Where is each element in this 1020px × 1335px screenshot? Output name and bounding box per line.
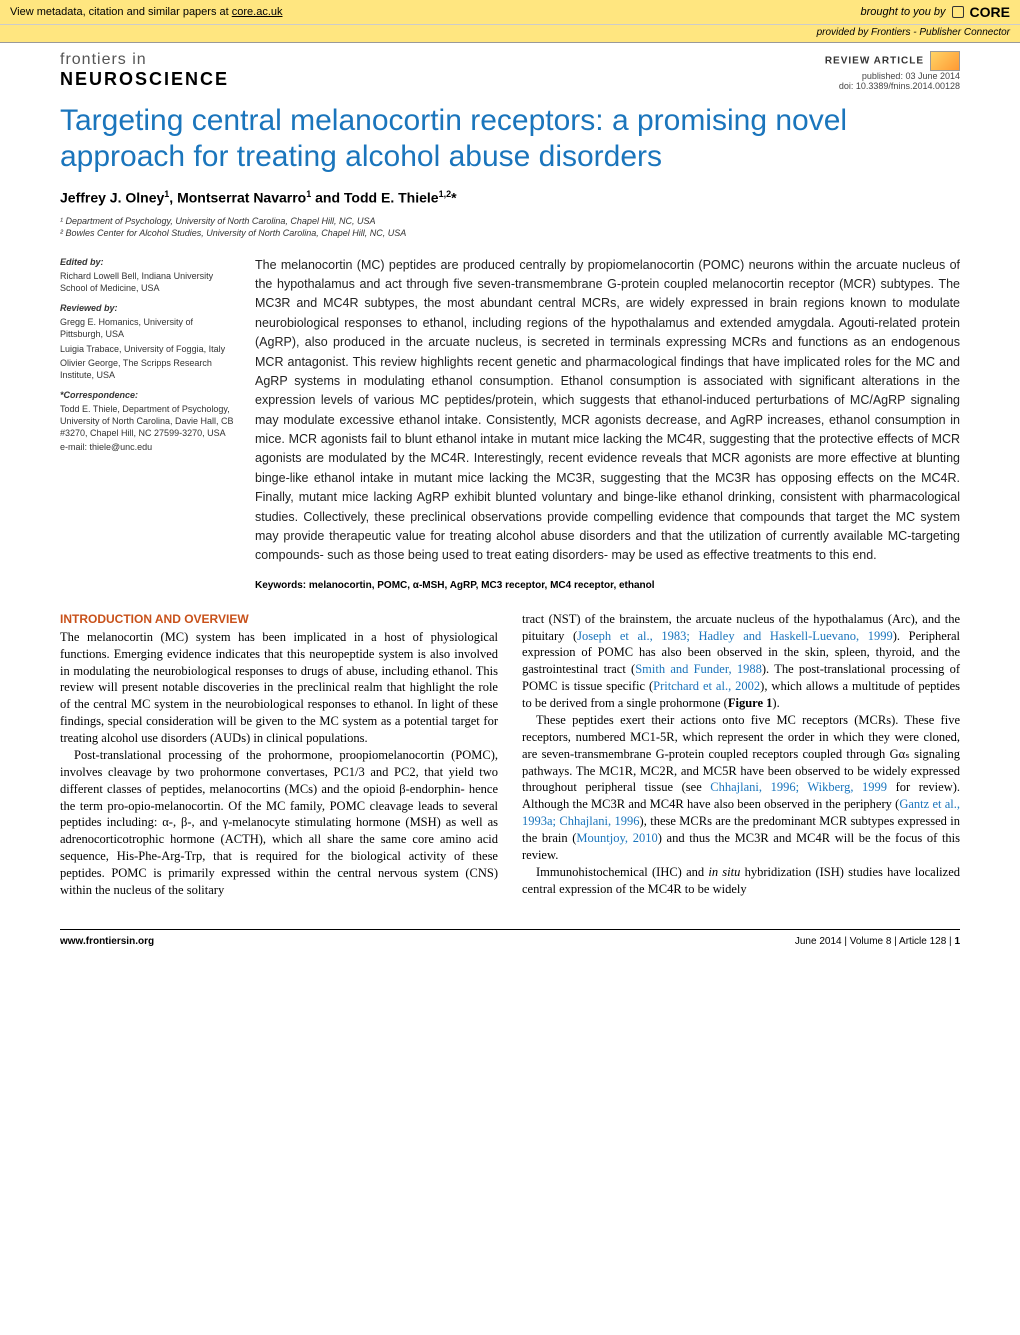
frontiers-logo-icon <box>930 51 960 71</box>
figure-ref: Figure 1 <box>728 696 773 710</box>
page-footer: www.frontiersin.org June 2014 | Volume 8… <box>60 929 960 947</box>
section-heading: INTRODUCTION AND OVERVIEW <box>60 611 498 627</box>
citation[interactable]: Joseph et al., 1983; Hadley and Haskell-… <box>577 629 893 643</box>
abstract-block: The melanocortin (MC) peptides are produ… <box>255 256 960 591</box>
intro-para-1: The melanocortin (MC) system has been im… <box>60 629 498 747</box>
editor: Richard Lowell Bell, Indiana University … <box>60 270 235 294</box>
reviewer-3: Olivier George, The Scripps Research Ins… <box>60 357 235 381</box>
affiliation-2: ² Bowles Center for Alcohol Studies, Uni… <box>60 228 960 238</box>
abstract-text: The melanocortin (MC) peptides are produ… <box>255 256 960 566</box>
author-1: Jeffrey J. Olney <box>60 190 164 206</box>
article-title: Targeting central melanocortin receptors… <box>60 103 960 175</box>
editorial-sidebar: Edited by: Richard Lowell Bell, Indiana … <box>60 256 235 591</box>
intro-para-5: Immunohistochemical (IHC) and in situ hy… <box>522 864 960 898</box>
intro-para-4: These peptides exert their actions onto … <box>522 712 960 864</box>
journal-block: frontiers in NEUROSCIENCE <box>60 51 229 90</box>
reviewer-1: Gregg E. Homanics, University of Pittsbu… <box>60 316 235 340</box>
core-icon <box>952 6 964 18</box>
page-number: 1 <box>954 936 960 947</box>
footer-issue: June 2014 | Volume 8 | Article 128 | 1 <box>795 936 960 947</box>
page-content: frontiers in NEUROSCIENCE REVIEW ARTICLE… <box>0 43 1020 967</box>
correspondence-email: e-mail: thiele@unc.edu <box>60 441 235 453</box>
author-3: Todd E. Thiele <box>344 190 439 206</box>
body-columns: INTRODUCTION AND OVERVIEW The melanocort… <box>60 611 960 899</box>
correspondence-heading: *Correspondence: <box>60 389 235 401</box>
doi: doi: 10.3389/fnins.2014.00128 <box>825 81 960 91</box>
reviewer-2: Luigia Trabace, University of Foggia, It… <box>60 343 235 355</box>
core-prefix: View metadata, citation and similar pape… <box>10 6 232 18</box>
core-source: Frontiers - Publisher Connector <box>871 27 1010 38</box>
core-link[interactable]: core.ac.uk <box>232 6 283 18</box>
correspondence: Todd E. Thiele, Department of Psychology… <box>60 403 235 439</box>
column-right: tract (NST) of the brainstem, the arcuat… <box>522 611 960 899</box>
published-date: published: 03 June 2014 <box>825 71 960 81</box>
core-left: View metadata, citation and similar pape… <box>10 6 283 18</box>
core-right: brought to you by CORE <box>861 4 1010 20</box>
author-2: Montserrat Navarro <box>177 190 306 206</box>
citation[interactable]: Mountjoy, 2010 <box>576 831 657 845</box>
intro-para-3: tract (NST) of the brainstem, the arcuat… <box>522 611 960 712</box>
intro-para-2: Post-translational processing of the pro… <box>60 747 498 899</box>
edited-by-heading: Edited by: <box>60 256 235 268</box>
journal-series: frontiers in <box>60 51 229 69</box>
keywords: Keywords: melanocortin, POMC, α-MSH, AgR… <box>255 580 960 591</box>
column-left: INTRODUCTION AND OVERVIEW The melanocort… <box>60 611 498 899</box>
core-sub-banner: provided by Frontiers - Publisher Connec… <box>0 25 1020 43</box>
core-brand: CORE <box>970 4 1010 20</box>
article-type: REVIEW ARTICLE <box>825 55 924 66</box>
authors: Jeffrey J. Olney1, Montserrat Navarro1 a… <box>60 189 960 206</box>
citation[interactable]: Chhajlani, 1996; Wikberg, 1999 <box>710 780 887 794</box>
affiliation-1: ¹ Department of Psychology, University o… <box>60 216 960 226</box>
core-banner: View metadata, citation and similar pape… <box>0 0 1020 25</box>
abstract-row: Edited by: Richard Lowell Bell, Indiana … <box>60 256 960 591</box>
citation[interactable]: Pritchard et al., 2002 <box>653 679 760 693</box>
core-provided: provided by <box>817 27 871 38</box>
article-header: frontiers in NEUROSCIENCE REVIEW ARTICLE… <box>60 51 960 91</box>
citation[interactable]: Smith and Funder, 1988 <box>635 662 762 676</box>
reviewed-by-heading: Reviewed by: <box>60 302 235 314</box>
article-meta: REVIEW ARTICLE published: 03 June 2014 d… <box>825 51 960 91</box>
footer-site[interactable]: www.frontiersin.org <box>60 936 154 947</box>
journal-name: NEUROSCIENCE <box>60 69 229 90</box>
core-brought: brought to you by <box>861 6 946 18</box>
